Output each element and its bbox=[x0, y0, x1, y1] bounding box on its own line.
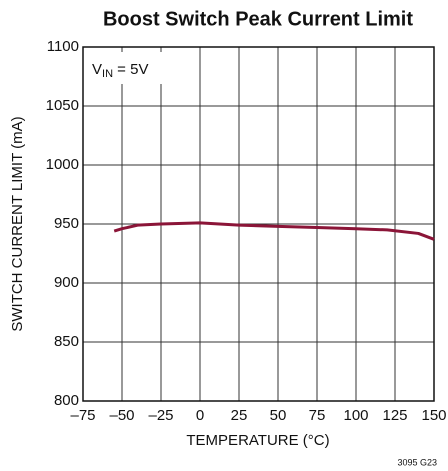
x-tick-label: 50 bbox=[270, 407, 287, 424]
annotation: VIN = 5V bbox=[92, 61, 148, 80]
data-line bbox=[113, 221, 435, 241]
annotation-background bbox=[86, 52, 176, 84]
x-tick-label: 150 bbox=[421, 407, 446, 424]
x-tick-label: 125 bbox=[382, 407, 407, 424]
y-tick-label: 900 bbox=[54, 274, 79, 291]
x-tick-label: 75 bbox=[309, 407, 326, 424]
annotation-text: = 5V bbox=[113, 61, 148, 78]
x-tick-label: –75 bbox=[70, 407, 95, 424]
x-tick-label: –50 bbox=[109, 407, 134, 424]
plot-frame bbox=[82, 46, 435, 402]
y-tick-label: 950 bbox=[54, 215, 79, 232]
y-tick-label: 1050 bbox=[46, 97, 79, 114]
x-tick-label: 100 bbox=[343, 407, 368, 424]
x-tick-label: 0 bbox=[196, 407, 204, 424]
y-tick-label: 800 bbox=[54, 392, 79, 409]
x-axis-label: TEMPERATURE (°C) bbox=[186, 432, 329, 449]
footnote: 3095 G23 bbox=[397, 457, 437, 467]
annotation-subscript: IN bbox=[102, 68, 113, 80]
grid bbox=[82, 46, 435, 402]
annotation-symbol: V bbox=[92, 61, 102, 78]
chart-title: Boost Switch Peak Current Limit bbox=[103, 8, 413, 30]
x-tick-label: 25 bbox=[231, 407, 248, 424]
y-tick-label: 850 bbox=[54, 333, 79, 350]
y-tick-label: 1000 bbox=[46, 156, 79, 173]
y-axis-label: SWITCH CURRENT LIMIT (mA) bbox=[9, 116, 26, 331]
y-tick-label: 1100 bbox=[47, 38, 79, 55]
x-tick-label: –25 bbox=[148, 407, 173, 424]
